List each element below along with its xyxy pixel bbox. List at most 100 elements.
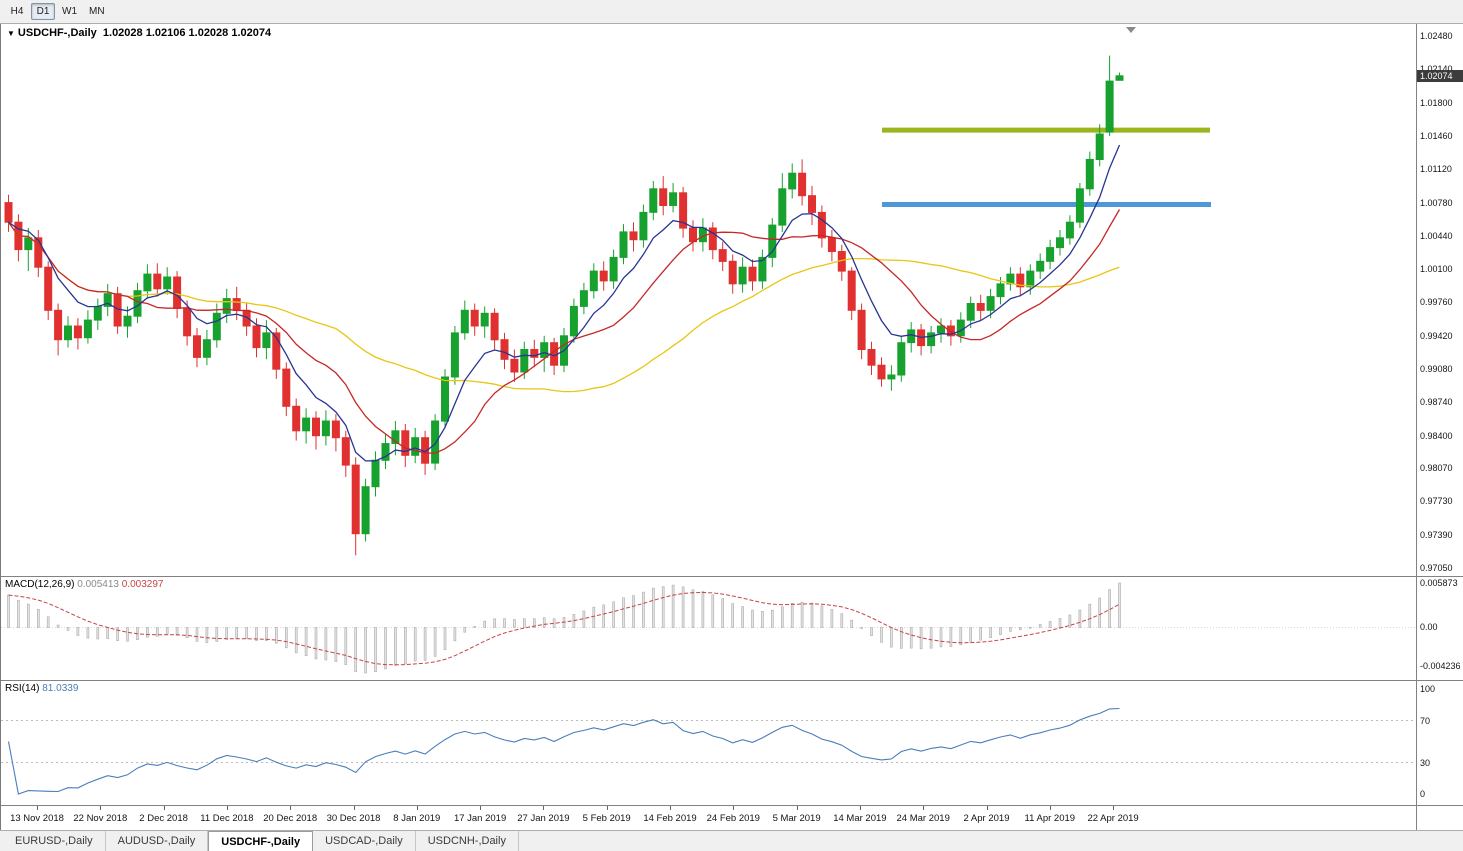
- candle: [54, 303, 63, 356]
- candle: [302, 408, 311, 444]
- tab-audusd-daily[interactable]: AUDUSD-,Daily: [106, 831, 209, 851]
- candle: [589, 263, 598, 299]
- candle: [34, 230, 43, 277]
- timeframe-button-h4[interactable]: H4: [10, 6, 24, 17]
- candle: [401, 424, 410, 468]
- candle: [649, 181, 658, 221]
- date-axis-tick: [480, 806, 482, 810]
- date-axis[interactable]: 13 Nov 2018 22 Nov 2018 2 Dec 2018 11 Dec 2…: [1, 805, 1417, 830]
- date-axis-label: 5 Feb 2019: [582, 813, 631, 824]
- date-axis-label: 20 Dec 2018: [263, 813, 318, 824]
- date-axis-tick: [796, 806, 798, 810]
- candle: [808, 185, 816, 226]
- candle: [976, 294, 985, 321]
- candle: [292, 398, 301, 441]
- tab-usdcnh-daily[interactable]: USDCNH-,Daily: [416, 831, 519, 851]
- candle: [768, 218, 777, 268]
- date-axis-label: 13 Nov 2018: [10, 813, 64, 824]
- rsi-name: RSI(14): [5, 683, 40, 694]
- macd-axis-label: 0.00: [1420, 622, 1438, 633]
- candle: [569, 298, 578, 343]
- candle: [14, 214, 23, 262]
- date-axis-label: 17 Jan 2019: [453, 813, 507, 824]
- price-pane[interactable]: ▼ USDCHF-,Daily 1.02028 1.02106 1.02028 1…: [1, 24, 1417, 576]
- candle: [619, 224, 628, 265]
- candle: [450, 326, 459, 385]
- candle: [917, 324, 926, 356]
- price-axis-label: 1.01120: [1420, 164, 1452, 175]
- timeframe-button-w1[interactable]: W1: [62, 6, 77, 17]
- date-axis-label: 5 Mar 2019: [772, 813, 821, 824]
- price-chart[interactable]: [1, 24, 1416, 576]
- macd-pane[interactable]: MACD(12,26,9) 0.005413 0.003297: [1, 576, 1417, 680]
- candle: [659, 176, 668, 216]
- price-axis-label: 1.00440: [1420, 230, 1453, 241]
- candle: [143, 264, 152, 299]
- macd-chart[interactable]: [1, 577, 1417, 680]
- candle: [679, 186, 688, 238]
- date-axis-label: 11 Apr 2019: [1024, 813, 1076, 824]
- candle: [986, 288, 995, 319]
- candle: [966, 296, 975, 328]
- candle: [758, 249, 767, 289]
- timeframe-button-mn[interactable]: MN: [89, 6, 105, 17]
- candle: [1036, 253, 1045, 279]
- date-axis-label: 22 Apr 2019: [1087, 813, 1139, 824]
- rsi-pane[interactable]: RSI(14) 81.0339: [1, 680, 1417, 805]
- candle: [1065, 215, 1074, 245]
- price-axis-label: 0.97390: [1420, 529, 1453, 540]
- candle: [93, 298, 102, 330]
- candle: [718, 241, 727, 272]
- candle: [778, 173, 787, 232]
- candle: [510, 349, 519, 382]
- timeframe-button-d1[interactable]: D1: [31, 3, 55, 20]
- macd-value-main: 0.005413: [77, 579, 119, 590]
- candle: [103, 283, 112, 317]
- ma-line-slow-yellow: [7, 221, 1120, 393]
- date-axis-label: 22 Nov 2018: [73, 813, 128, 824]
- price-axis-label: 0.99760: [1420, 297, 1453, 308]
- chart-shift-icon[interactable]: [1126, 27, 1136, 33]
- macd-axis: 0.005873 0.00 -0.004236: [1417, 576, 1463, 680]
- candles-layer: [4, 55, 1124, 556]
- date-axis-tick: [986, 806, 988, 810]
- rsi-value: 81.0339: [42, 683, 79, 694]
- candle: [202, 329, 211, 366]
- rsi-label: RSI(14) 81.0339: [5, 683, 78, 694]
- date-axis-label: 24 Feb 2019: [706, 813, 760, 824]
- date-axis-label: 14 Feb 2019: [643, 813, 697, 824]
- tab-usdchf-daily[interactable]: USDCHF-,Daily: [208, 831, 314, 851]
- candle: [847, 267, 856, 321]
- candle: [411, 427, 420, 464]
- candle: [579, 282, 588, 315]
- candle: [351, 457, 360, 556]
- tab-usdcad-daily[interactable]: USDCAD-,Daily: [313, 831, 416, 851]
- date-axis-tick: [416, 806, 418, 810]
- price-axis-column[interactable]: 1.02074 1.02480 1.02140 1.01800 1.01460 1.01…: [1416, 24, 1463, 830]
- candle: [83, 310, 92, 344]
- chart-tabbar: EURUSD-,Daily AUDUSD-,Daily USDCHF-,Daily U…: [0, 830, 1463, 851]
- candle: [937, 318, 945, 343]
- rsi-axis-label: 100: [1420, 684, 1436, 694]
- candle: [1105, 55, 1114, 136]
- candle: [798, 159, 807, 206]
- price-axis-label: 1.00100: [1420, 264, 1453, 275]
- date-axis-tick: [733, 806, 735, 810]
- chart-title: ▼ USDCHF-,Daily 1.02028 1.02106 1.02028 1…: [7, 27, 271, 39]
- rsi-chart[interactable]: [1, 681, 1417, 805]
- date-axis-tick: [163, 806, 165, 810]
- tab-eurusd-daily[interactable]: EURUSD-,Daily: [3, 831, 106, 851]
- rsi-axis-label: 70: [1420, 715, 1431, 726]
- candle: [73, 318, 82, 350]
- candle: [639, 204, 648, 248]
- price-axis-label: 1.01800: [1420, 97, 1453, 108]
- candle: [897, 335, 906, 382]
- candle: [500, 332, 509, 370]
- candle: [669, 183, 678, 213]
- candle: [193, 328, 201, 368]
- candle: [609, 249, 618, 289]
- candle: [837, 244, 846, 281]
- macd-axis-label: 0.005873: [1420, 578, 1458, 588]
- date-axis-tick: [226, 806, 228, 810]
